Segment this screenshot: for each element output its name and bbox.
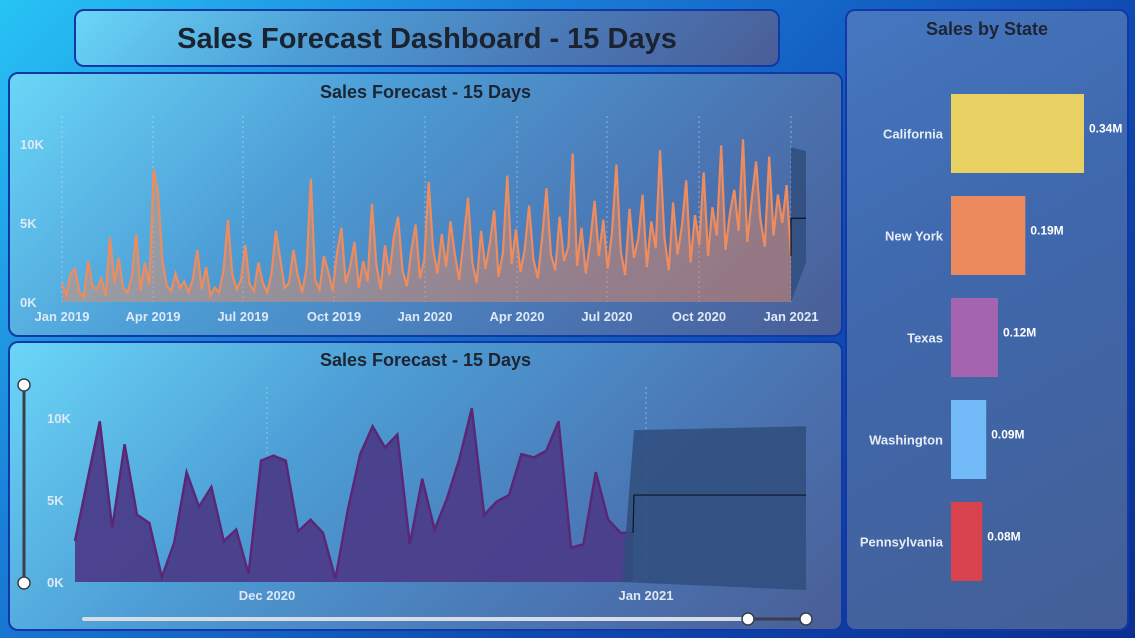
x-tick-label: Jan 2019 <box>35 309 90 324</box>
bar-value-label: 0.34M <box>1089 122 1122 136</box>
y-zoom-slider-handle-top[interactable] <box>17 378 31 392</box>
forecast-band <box>622 426 806 590</box>
y-tick-label: 10K <box>20 137 44 152</box>
state-label: New York <box>885 229 944 244</box>
bar-texas[interactable] <box>951 298 998 377</box>
forecast-chart-2-svg[interactable]: 0K 5K 10K Dec 2020 Jan 2021 <box>10 343 845 633</box>
series-area <box>75 408 633 582</box>
x-tick-label: Apr 2020 <box>490 309 545 324</box>
x-tick-label: Jul 2020 <box>581 309 632 324</box>
x-tick-label: Jan 2021 <box>619 588 674 603</box>
y-zoom-slider-handle-bottom[interactable] <box>17 576 31 590</box>
state-label: California <box>883 127 944 142</box>
y-tick-label: 5K <box>20 216 37 231</box>
y-tick-label: 0K <box>20 295 37 310</box>
sales-by-state-panel[interactable]: Sales by State California 0.34M New York 0.… <box>845 9 1129 631</box>
dashboard-title-panel: Sales Forecast Dashboard - 15 Days <box>74 9 780 67</box>
bar-value-label: 0.08M <box>987 530 1020 544</box>
x-tick-label: Jul 2019 <box>217 309 268 324</box>
x-tick-label: Dec 2020 <box>239 588 295 603</box>
x-zoom-slider-handle-right[interactable] <box>799 612 813 626</box>
y-tick-label: 5K <box>47 493 64 508</box>
series-line <box>60 139 793 300</box>
x-tick-label: Oct 2019 <box>307 309 361 324</box>
y-tick-label: 10K <box>47 411 71 426</box>
state-label: Pennsylvania <box>860 535 944 550</box>
chart-title: Sales Forecast - 15 Days <box>319 350 532 370</box>
bar-value-label: 0.12M <box>1003 326 1036 340</box>
bar-california[interactable] <box>951 94 1084 173</box>
forecast-chart-1-svg[interactable]: 0K 5K 10K Jan 2019 Apr 2019 Jul 2019 Oct 2019 J… <box>10 74 845 339</box>
bar-new-york[interactable] <box>951 196 1026 275</box>
bar-value-label: 0.09M <box>991 428 1024 442</box>
forecast-line <box>790 217 806 257</box>
chart-title: Sales by State <box>925 19 1049 39</box>
x-tick-label: Jan 2021 <box>764 309 819 324</box>
forecast-chart-full-range[interactable]: Sales Forecast - 15 Days 0K 5K 10K Jan 2019… <box>8 72 843 337</box>
state-label: Washington <box>869 433 943 448</box>
state-label: Texas <box>907 331 943 346</box>
bar-value-label: 0.19M <box>1030 224 1063 238</box>
y-tick-label: 0K <box>47 575 64 590</box>
forecast-chart-zoomed[interactable]: Sales Forecast - 15 Days 0K 5K 10K Dec 2020… <box>8 341 843 631</box>
forecast-band <box>791 147 806 302</box>
series-line <box>73 407 633 582</box>
chart-title: Sales Forecast - 15 Days <box>319 82 532 102</box>
forecast-line <box>632 494 806 533</box>
x-tick-label: Jan 2020 <box>398 309 453 324</box>
x-tick-label: Apr 2019 <box>126 309 181 324</box>
x-tick-label: Oct 2020 <box>672 309 726 324</box>
x-zoom-slider-handle-left[interactable] <box>741 612 755 626</box>
bar-pennsylvania[interactable] <box>951 502 983 581</box>
sales-by-state-svg[interactable]: California 0.34M New York 0.19M Texas 0.12M Wa… <box>847 11 1131 633</box>
dashboard-title: Sales Forecast Dashboard - 15 Days <box>177 23 677 55</box>
bar-washington[interactable] <box>951 400 987 479</box>
